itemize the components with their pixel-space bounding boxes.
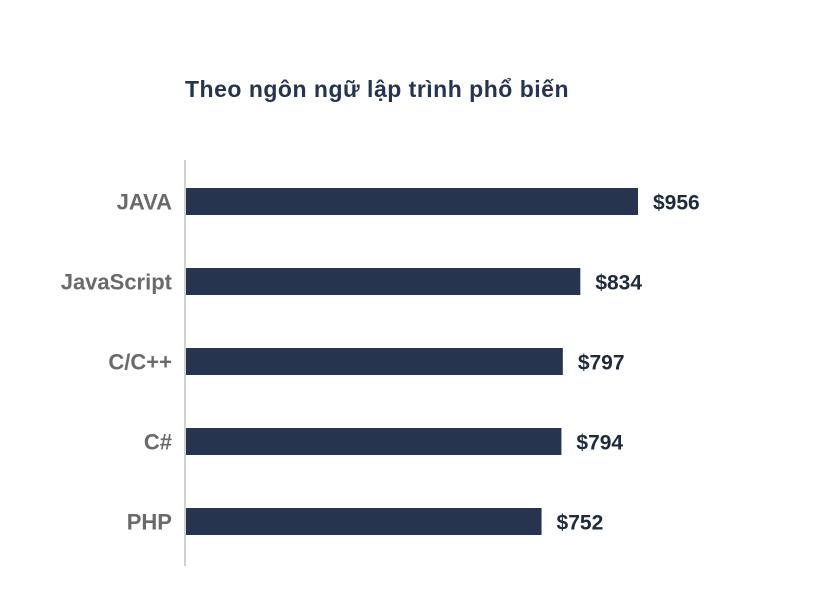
bar-javascript: [186, 268, 581, 295]
bar-c-: [186, 428, 562, 455]
bar-php: [186, 508, 542, 535]
value-label: $752: [557, 512, 604, 535]
category-label: JAVA: [117, 190, 173, 215]
category-label: C#: [144, 430, 172, 455]
bar-c-c-: [186, 348, 563, 375]
category-label: PHP: [127, 510, 172, 535]
value-label: $797: [578, 352, 625, 375]
value-label: $834: [595, 272, 642, 295]
bar-java: [186, 188, 638, 215]
chart-title: Theo ngôn ngữ lập trình phổ biến: [185, 76, 569, 102]
category-label: C/C++: [108, 350, 172, 375]
value-label: $794: [576, 432, 623, 455]
category-label: JavaScript: [61, 270, 173, 295]
value-label: $956: [653, 192, 700, 215]
